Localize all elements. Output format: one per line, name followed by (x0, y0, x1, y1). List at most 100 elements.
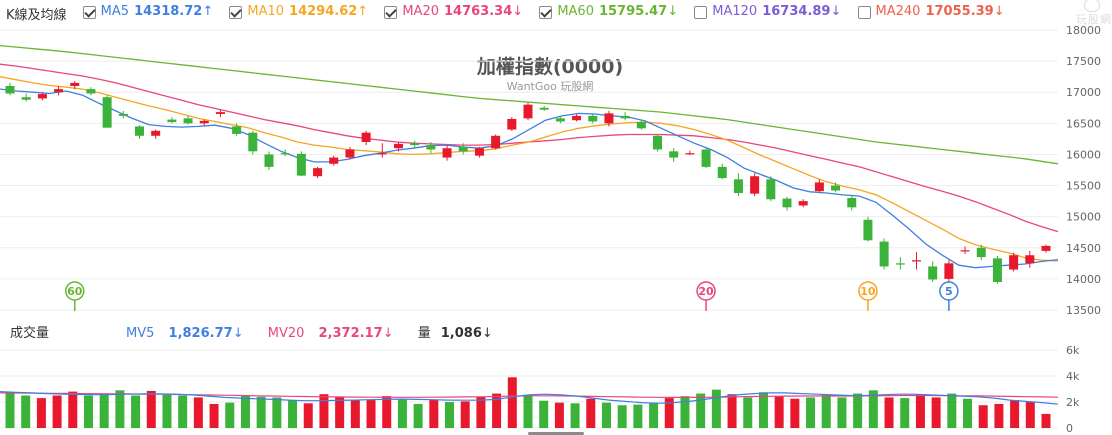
candle (976, 244, 986, 261)
candle-body (410, 143, 420, 146)
legend-ma10[interactable]: MA10 14294.62 ↑ (229, 3, 368, 21)
ma5-name: MA5 (100, 4, 130, 19)
ma240-value: 17055.39 (925, 4, 994, 19)
volume-bar (633, 404, 643, 428)
volume-bar (601, 402, 611, 428)
candle-body (879, 241, 889, 267)
legend-ma240[interactable]: MA240 17055.39 ↓ (857, 3, 1005, 21)
volume-bar (617, 405, 627, 428)
marker-circle (858, 281, 878, 301)
candle (458, 143, 468, 155)
candle-body (1041, 245, 1051, 251)
legend-ma60[interactable]: MA60 15795.47 ↓ (539, 3, 678, 21)
candle-body (928, 266, 938, 280)
ma240-arrow-icon: ↓ (993, 4, 1005, 19)
mv5-legend: MV5 1,826.77↓ (126, 326, 254, 341)
candle (491, 134, 501, 150)
ma10-checkbox[interactable] (229, 5, 243, 19)
legend-ma5[interactable]: MA5 14318.72 ↑ (82, 3, 213, 21)
candle-body (151, 130, 161, 136)
candle (232, 123, 242, 136)
volume-bar (288, 400, 298, 428)
candle-body (70, 82, 80, 86)
ma5-checkbox[interactable] (82, 5, 96, 19)
ma60-checkbox[interactable] (539, 5, 553, 19)
marker-circle (65, 281, 85, 301)
marker-circle (939, 281, 959, 301)
candle-body (572, 115, 582, 121)
candle-body (604, 113, 614, 124)
candle (928, 261, 938, 282)
volume-bar (5, 392, 15, 428)
ma-lines (0, 44, 1059, 269)
volume-bar (758, 392, 768, 428)
candle (86, 87, 96, 96)
ma-marker-60: 60 (65, 281, 85, 311)
volume-bar (1025, 402, 1035, 428)
price-tick-label: 16000 (1066, 148, 1101, 161)
ma240-checkbox[interactable] (857, 5, 871, 19)
candle-body (491, 135, 501, 149)
candle-body (86, 89, 96, 94)
candle-body (653, 135, 662, 150)
candle (1025, 250, 1035, 268)
volume-tick-label: 0 (1066, 422, 1073, 435)
candle (539, 105, 549, 111)
volume-bar (492, 393, 502, 428)
candle-body (863, 219, 873, 241)
candle (588, 114, 598, 124)
candle-body (442, 148, 452, 158)
ma5-value: 14318.72 (134, 4, 203, 19)
candle (733, 173, 743, 197)
volume-bar (507, 377, 517, 428)
price-tick-label: 14500 (1066, 242, 1101, 255)
candle (264, 151, 274, 170)
price-tick-label: 15500 (1066, 180, 1101, 193)
mv5-name: MV5 (126, 326, 155, 341)
candle (21, 93, 31, 102)
vol-value: 1,086 (440, 326, 482, 341)
candle-body (5, 86, 15, 94)
legend-ma120[interactable]: MA120 16734.89 ↓ (694, 3, 841, 21)
volume-bar (146, 390, 156, 428)
volume-bar (397, 399, 407, 428)
volume-bar (429, 400, 439, 428)
candle-body (183, 118, 193, 124)
candle-body (1025, 255, 1035, 264)
candle (895, 257, 905, 270)
candle (1009, 252, 1019, 272)
scroll-handle[interactable] (528, 432, 584, 435)
volume-bar (52, 395, 62, 428)
candle-body (701, 149, 711, 167)
price-tick-label: 17000 (1066, 86, 1101, 99)
candle-body (588, 115, 598, 122)
candle (912, 252, 921, 270)
candle-body (620, 115, 630, 119)
candle (879, 238, 889, 270)
volume-bar (413, 403, 423, 428)
volume-bar (256, 396, 266, 428)
candle (183, 115, 193, 125)
candle (135, 125, 144, 139)
ma120-checkbox[interactable] (694, 5, 708, 19)
candle-body (232, 126, 242, 134)
candle (636, 119, 646, 130)
ma120-value: 16734.89 (762, 4, 831, 19)
candle-body (296, 153, 306, 176)
volume-bar (115, 390, 125, 428)
legend-ma20[interactable]: MA20 14763.34 ↓ (384, 3, 523, 21)
ma20-checkbox[interactable] (384, 5, 398, 19)
ma-marker-10: 10 (858, 281, 878, 311)
volume-bar (868, 390, 878, 428)
marker-label: 20 (698, 285, 714, 298)
ma240-name: MA240 (875, 4, 921, 19)
volume-ma-lines (0, 391, 1059, 405)
mv5-arrow-icon: ↓ (232, 326, 244, 341)
candle-body (814, 182, 824, 192)
volume-title: 成交量 (10, 326, 50, 341)
volume-tick-label: 6k (1066, 344, 1080, 357)
volume-bar (68, 391, 78, 428)
mv20-value: 2,372.17 (318, 326, 383, 341)
candle (313, 166, 323, 179)
